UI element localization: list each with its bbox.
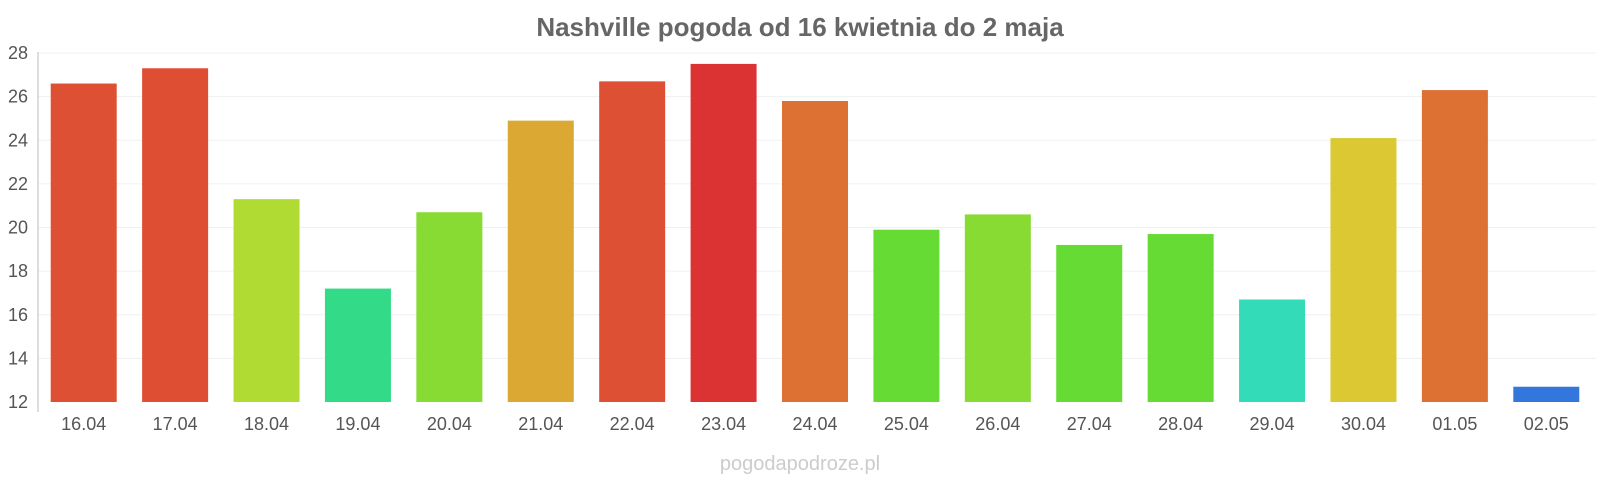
y-tick-label: 22: [8, 174, 28, 194]
x-tick-label: 28.04: [1158, 414, 1203, 434]
y-tick-label: 20: [8, 218, 28, 238]
x-tick-label: 19.04: [335, 414, 380, 434]
x-tick-label: 16.04: [61, 414, 106, 434]
bar-02.05: [1513, 386, 1580, 402]
x-tick-label: 01.05: [1432, 414, 1477, 434]
bar-28.04: [1147, 234, 1214, 402]
bar-19.04: [324, 288, 391, 402]
x-tick-label: 27.04: [1067, 414, 1112, 434]
y-tick-label: 12: [8, 392, 28, 412]
bar-24.04: [782, 100, 848, 403]
y-tick-label: 24: [8, 130, 28, 150]
chart-title: Nashville pogoda od 16 kwietnia do 2 maj…: [536, 12, 1064, 42]
watermark: pogodapodroze.pl: [720, 453, 880, 475]
bars: [50, 63, 1580, 403]
bar-27.04: [1056, 244, 1123, 402]
bar-18.04: [233, 199, 300, 402]
x-tick-label: 23.04: [701, 414, 746, 434]
bar-01.05: [1421, 90, 1488, 403]
x-tick-label: 30.04: [1341, 414, 1386, 434]
y-axis-ticks: 12 14 16 18 20 22 24 26 28: [8, 43, 28, 412]
bar-22.04: [599, 81, 666, 402]
bar-21.04: [507, 120, 574, 403]
bar-25.04: [873, 229, 940, 402]
x-tick-label: 29.04: [1250, 414, 1295, 434]
y-tick-label: 16: [8, 305, 28, 325]
y-tick-label: 28: [8, 43, 28, 63]
x-tick-label: 02.05: [1524, 414, 1569, 434]
bar-26.04: [964, 214, 1031, 402]
x-axis-ticks: 16.04 17.04 18.04 19.04 20.04 21.04 22.04 23.04…: [61, 414, 1569, 434]
x-tick-label: 20.04: [427, 414, 472, 434]
x-tick-label: 17.04: [153, 414, 198, 434]
x-tick-label: 25.04: [884, 414, 929, 434]
x-tick-label: 24.04: [792, 414, 837, 434]
x-tick-label: 26.04: [975, 414, 1020, 434]
x-tick-label: 18.04: [244, 414, 289, 434]
bar-23.04: [690, 63, 757, 402]
bar-20.04: [416, 212, 483, 402]
y-tick-label: 14: [8, 348, 28, 368]
bar-30.04: [1330, 138, 1397, 402]
y-tick-label: 26: [8, 87, 28, 107]
bar-29.04: [1239, 299, 1306, 402]
y-tick-label: 18: [8, 261, 28, 281]
x-tick-label: 21.04: [518, 414, 563, 434]
bar-17.04: [142, 68, 209, 403]
x-tick-label: 22.04: [610, 414, 655, 434]
bar-16.04: [50, 83, 117, 402]
